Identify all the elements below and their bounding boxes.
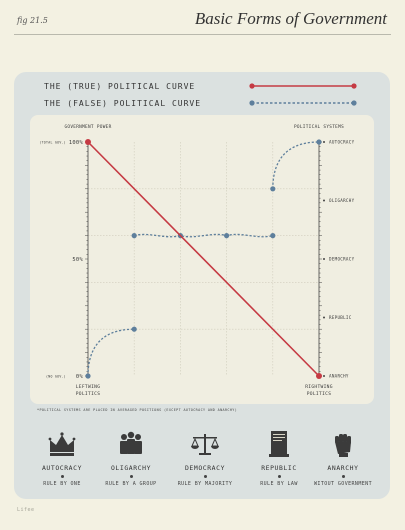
chart-area <box>30 115 374 404</box>
fist-icon <box>335 434 351 457</box>
form-anarchy: ANARCHY WITOUT GOVERNMENT <box>303 430 383 487</box>
form-description: RULE BY LAW <box>260 481 298 487</box>
left-tick-note: (TOTAL GOV.) <box>39 141 66 145</box>
form-description: WITOUT GOVERNMENT <box>314 481 372 487</box>
false-curve-point <box>316 139 322 145</box>
form-republic: REPUBLIC RULE BY LAW <box>239 430 319 487</box>
false-curve-segment <box>272 141 320 189</box>
form-dot <box>341 475 345 478</box>
right-category-dot <box>323 141 325 143</box>
legend-true-swatch-start <box>249 83 255 89</box>
left-tick-label: 100% <box>69 140 84 146</box>
form-name: REPUBLIC <box>261 464 297 472</box>
left-tick-label: 50% <box>72 257 83 263</box>
form-oligarchy: OLIGARCHY RULE BY A GROUP <box>91 430 171 487</box>
right-category-label: AUTOCRACY <box>329 140 355 145</box>
true-curve-point <box>85 139 91 145</box>
legend-false-curve-label: THE (FALSE) POLITICAL CURVE <box>44 99 202 108</box>
legend-false-swatch-end <box>351 100 357 106</box>
false-curve-point <box>224 233 230 239</box>
form-description: RULE BY MAJORITY <box>177 481 233 487</box>
false-curve-point <box>270 186 276 192</box>
form-name: AUTOCRACY <box>41 464 83 472</box>
form-name: OLIGARCHY <box>110 464 152 472</box>
legend-true-curve-label: THE (TRUE) POLITICAL CURVE <box>44 82 196 91</box>
legend-true-swatch-end <box>351 83 357 89</box>
form-dot <box>129 475 133 478</box>
page-title: Basic Forms of Government <box>194 9 387 28</box>
false-curve-point <box>85 373 91 379</box>
form-name: DEMOCRACY <box>184 464 226 472</box>
false-curve-segment <box>134 233 273 238</box>
right-category-dot <box>323 375 325 377</box>
form-autocracy: AUTOCRACY RULE BY ONE <box>22 430 102 487</box>
crown-icon <box>48 432 76 456</box>
right-category-label: REPUBLIC <box>329 315 352 320</box>
right-category-dot <box>323 199 325 202</box>
form-dot <box>203 475 207 478</box>
scales-icon <box>191 434 219 455</box>
form-democracy: DEMOCRACY RULE BY MAJORITY <box>165 430 245 487</box>
header-rule <box>14 34 391 35</box>
false-curve-segment <box>87 328 135 377</box>
legend-swatches <box>249 83 357 106</box>
form-dot <box>60 475 64 478</box>
figure-label: fig 21.5 <box>17 16 48 25</box>
form-dot <box>277 475 281 478</box>
group-icon <box>120 431 142 454</box>
credit: Lifee <box>17 507 35 513</box>
left-tick-note: (NO GOV.) <box>46 375 66 379</box>
left-tick-label: 0% <box>76 374 84 380</box>
right-axis-title: POLITICAL SYSTEMS <box>294 124 344 130</box>
form-name: ANARCHY <box>327 464 359 472</box>
form-description: RULE BY A GROUP <box>105 481 157 487</box>
legend-false-swatch-start <box>249 100 255 106</box>
x-right-label-line2: POLITICS <box>307 391 332 397</box>
chart-footnote: *POLITICAL SYSTEMS ARE PLACED IN AVERAGE… <box>37 408 238 412</box>
false-curve-point <box>270 233 276 239</box>
right-category-label: ANARCHY <box>329 374 349 379</box>
false-curve-point <box>131 326 137 332</box>
left-axis-title: GOVERNMENT POWER <box>64 124 111 130</box>
right-category-label: DEMOCRACY <box>329 257 355 262</box>
right-category-dot <box>323 316 325 319</box>
form-description: RULE BY ONE <box>43 481 81 487</box>
false-curve-point <box>131 233 137 239</box>
document-icon <box>269 431 289 457</box>
true-curve-line <box>87 141 320 377</box>
x-left-label-line1: LEFTWING <box>76 384 101 390</box>
x-right-label-line1: RIGHTWING <box>305 384 333 390</box>
x-left-label-line2: POLITICS <box>76 391 101 397</box>
right-category-dot <box>323 258 325 260</box>
right-category-label: OLIGARCHY <box>329 198 355 203</box>
true-curve-point <box>316 373 322 379</box>
